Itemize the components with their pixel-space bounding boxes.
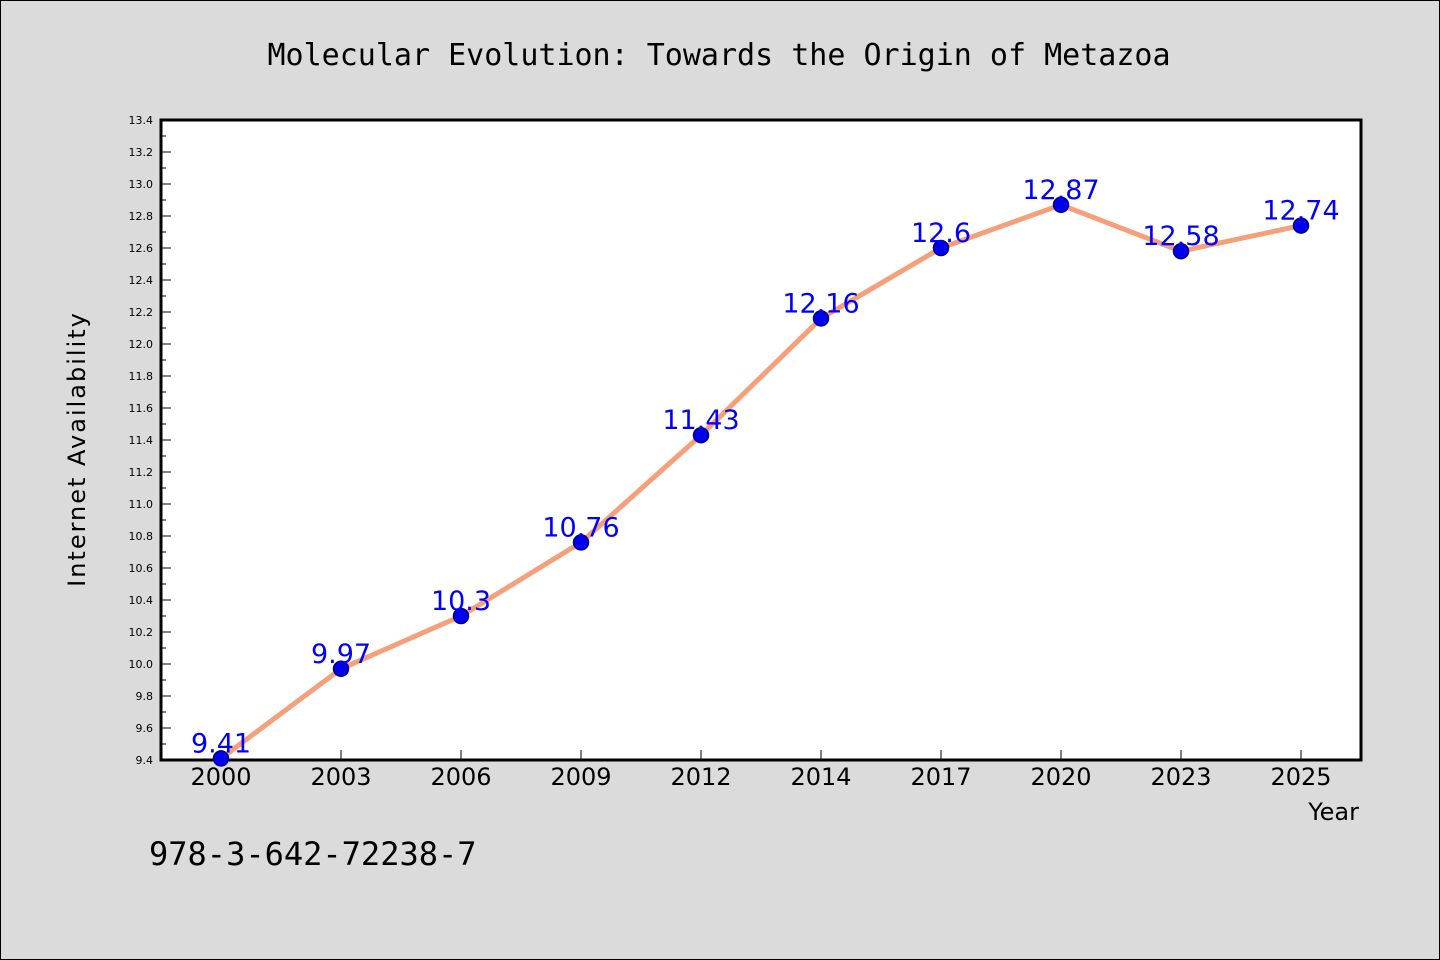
x-axis-label: Year bbox=[1307, 798, 1359, 826]
y-tick-label: 9.4 bbox=[136, 754, 154, 767]
y-tick-label: 13.2 bbox=[129, 146, 154, 159]
y-tick-label: 10.2 bbox=[129, 626, 154, 639]
y-tick-label: 11.2 bbox=[129, 466, 154, 479]
data-label: 10.3 bbox=[431, 586, 491, 617]
x-tick-label: 2003 bbox=[310, 763, 371, 791]
y-tick-label: 13.0 bbox=[129, 178, 154, 191]
x-tick-label: 2017 bbox=[910, 763, 971, 791]
data-label: 12.87 bbox=[1022, 175, 1099, 206]
data-point bbox=[1172, 242, 1190, 260]
data-point bbox=[452, 607, 470, 625]
chart-title: Molecular Evolution: Towards the Origin … bbox=[267, 38, 1170, 73]
y-tick-label: 11.0 bbox=[129, 498, 154, 511]
y-tick-label: 13.4 bbox=[129, 114, 154, 127]
data-point bbox=[1052, 196, 1070, 214]
y-tick-label: 12.6 bbox=[129, 242, 154, 255]
data-point bbox=[812, 310, 830, 327]
data-label: 9.97 bbox=[311, 639, 371, 670]
y-tick-label: 11.6 bbox=[129, 402, 154, 415]
y-tick-label: 9.8 bbox=[136, 690, 154, 703]
y-tick-label: 12.0 bbox=[129, 338, 154, 351]
x-axis: 2000 2003 2006 2009 2012 2014 2017 2020 2023 2025 bbox=[190, 750, 1332, 791]
x-tick-label: 2009 bbox=[550, 763, 611, 791]
y-tick-label: 10.4 bbox=[129, 594, 154, 607]
y-axis: 9.4 9.6 9.8 10.0 10.2 10.4 10.6 10.8 11.0 11.2 11.… bbox=[129, 114, 171, 767]
x-tick-label: 2025 bbox=[1270, 763, 1331, 791]
y-tick-label: 10.0 bbox=[129, 658, 154, 671]
data-label: 9.41 bbox=[191, 728, 251, 759]
data-label: 12.16 bbox=[782, 288, 859, 319]
y-tick-label: 9.6 bbox=[136, 722, 154, 735]
y-axis-label: Internet Availability bbox=[63, 311, 91, 587]
y-tick-label: 11.8 bbox=[129, 370, 154, 383]
data-label: 12.74 bbox=[1262, 196, 1339, 227]
y-tick-label: 12.4 bbox=[129, 274, 154, 287]
data-point bbox=[932, 239, 950, 257]
isbn-text: 978-3-642-72238-7 bbox=[149, 835, 477, 873]
x-tick-label: 2012 bbox=[670, 763, 731, 791]
data-point bbox=[692, 426, 710, 444]
x-tick-label: 2000 bbox=[190, 763, 251, 791]
series-group: 9.41 9.97 10.3 10.76 11.43 12.16 12.6 12.87 12.5… bbox=[191, 175, 1340, 767]
x-tick-label: 2006 bbox=[430, 763, 491, 791]
data-label: 11.43 bbox=[662, 405, 739, 436]
plot-area bbox=[159, 118, 1363, 762]
y-tick-label: 10.6 bbox=[129, 562, 154, 575]
data-label: 12.58 bbox=[1142, 221, 1219, 252]
x-tick-label: 2020 bbox=[1030, 763, 1091, 791]
series-line bbox=[218, 202, 1304, 761]
data-point bbox=[1292, 217, 1310, 234]
x-tick-label: 2023 bbox=[1150, 763, 1211, 791]
y-tick-label: 10.8 bbox=[129, 530, 154, 543]
data-point bbox=[572, 534, 590, 551]
x-tick-label: 2014 bbox=[790, 763, 851, 791]
data-label: 10.76 bbox=[542, 512, 619, 543]
y-tick-label: 12.2 bbox=[129, 306, 154, 319]
y-tick-label: 11.4 bbox=[129, 434, 154, 447]
data-point bbox=[212, 750, 230, 767]
data-label: 12.6 bbox=[911, 218, 971, 249]
data-point bbox=[332, 660, 350, 678]
y-tick-label: 12.8 bbox=[129, 210, 154, 223]
